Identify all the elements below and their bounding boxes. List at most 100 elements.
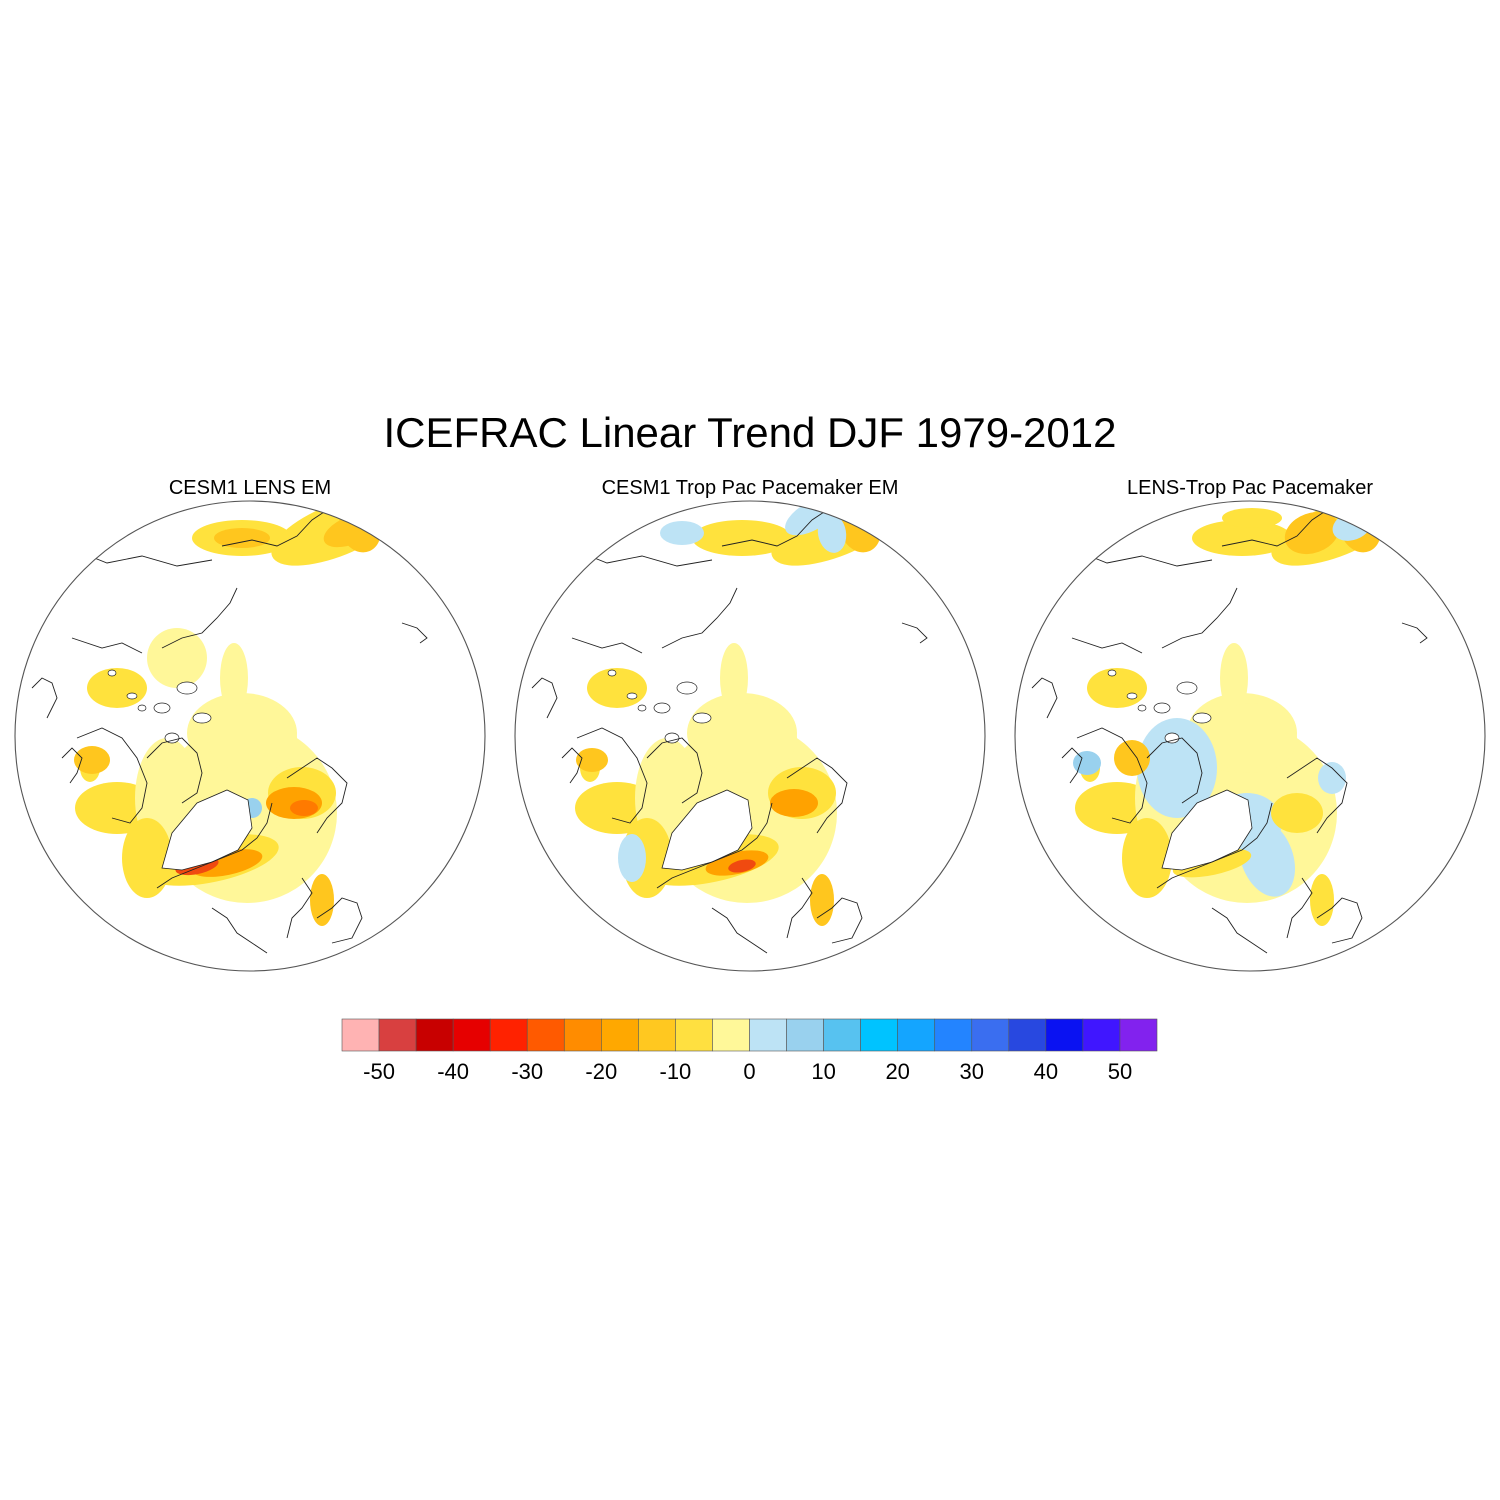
coastline [576,727,648,824]
colorbar-swatch [860,1018,898,1052]
coastline [1076,727,1148,824]
coastline [221,501,398,547]
coastline [1221,501,1398,547]
trend-region [1207,703,1297,773]
coastline [816,897,863,944]
colorbar-tick-label: -20 [585,1059,617,1084]
colorbar-tick-label: -10 [660,1059,692,1084]
coastline [1286,757,1348,834]
island-outline [1164,732,1180,744]
colorbar-tick-label: 0 [743,1059,755,1084]
coastline [1316,897,1363,944]
trend-region [87,668,147,708]
coastline [1286,877,1313,939]
coastline [531,677,558,719]
trend-region [1271,793,1323,833]
pace-shading [575,501,931,953]
colorbar-swatch [897,1018,936,1052]
trend-region [1222,508,1282,528]
trend-region [1238,819,1296,897]
island-outline [153,702,171,714]
coastline [211,907,268,954]
trend-region [220,643,248,713]
colorbar-swatch [823,1018,861,1052]
coastline [1401,622,1428,644]
diff-shading [1073,501,1431,953]
trend-region [1114,740,1150,776]
greenland-landmass [1161,789,1253,871]
coastline [286,757,348,834]
trend-region [1310,874,1334,926]
island-outline [1137,704,1147,712]
coastline [571,637,643,654]
trend-region [728,859,756,873]
coastline [406,517,453,569]
trend-region [1403,933,1431,953]
coastline [401,622,428,644]
colorbar-tick-label: -50 [363,1059,395,1084]
coastline [31,677,58,719]
coastline [1146,737,1203,804]
map-panel-lens [14,500,486,972]
trend-region [147,628,207,688]
island-outline [653,702,671,714]
coastline [351,952,408,971]
pace-map-border [514,500,986,972]
colorbar-swatch [489,1018,528,1052]
colorbar-tick-label: -30 [511,1059,543,1084]
coastline [406,935,438,971]
island-outline [107,669,117,677]
coastline [786,757,848,834]
colorbar-swatch [341,1018,380,1052]
colorbar-tick-label: 10 [811,1059,835,1084]
colorbar-swatch [1045,1018,1084,1052]
coastline [851,952,908,971]
colorbar-swatch [1082,1018,1121,1052]
greenland-landmass [161,789,253,871]
island-outline [1153,702,1171,714]
figure-title: ICEFRAC Linear Trend DJF 1979-2012 [383,409,1117,456]
colorbar-swatch [971,1018,1010,1052]
trend-region [1318,762,1346,794]
coastline [286,877,313,939]
colorbar-swatch [452,1018,491,1052]
open-area [1264,636,1300,660]
island-outline [664,732,680,744]
trend-region [1122,818,1172,898]
open-area [264,636,300,660]
colorbar-swatch [712,1018,750,1052]
lens-coastlines [31,501,453,971]
trend-region [810,874,834,926]
coastline [786,877,813,939]
map-panel-pacemaker [514,500,986,972]
colorbar-swatch [526,1018,565,1052]
colorbar-swatch [934,1018,973,1052]
coastline [1031,677,1058,719]
island-outline [607,669,617,677]
trend-region [403,933,431,953]
colorbar-tick-label: 20 [885,1059,909,1084]
coastline [561,747,583,784]
colorbar-swatch [563,1018,602,1052]
colorbar-swatch [378,1018,417,1052]
coastline [656,802,773,889]
coastline [901,622,928,644]
island-outline [176,681,198,695]
greenland-landmass [661,789,753,871]
island-outline [692,712,712,724]
colorbar-tick-label: 50 [1108,1059,1132,1084]
colorbar: -50 -40 -30 -20 -10 0 10 20 30 40 50 [341,1018,1158,1084]
coastline [61,747,83,784]
diff-coastlines [1031,501,1453,971]
island-outline [637,704,647,712]
colorbar-tick-label: -40 [437,1059,469,1084]
trend-region [207,703,297,773]
island-outline [137,704,147,712]
coastline [906,935,938,971]
trend-region [1284,511,1340,555]
colorbar-tick-label: 30 [960,1059,984,1084]
colorbar-swatch [786,1018,824,1052]
island-outline [1192,712,1212,724]
map-panel-difference [1014,500,1486,972]
colorbar-swatch [1119,1018,1158,1052]
